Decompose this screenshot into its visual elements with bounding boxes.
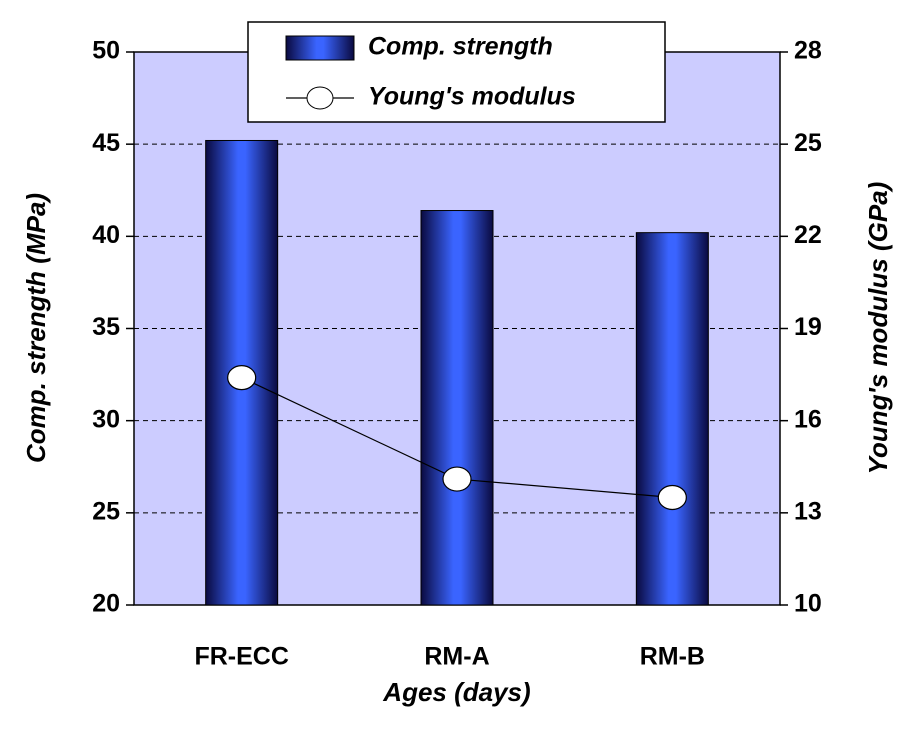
y-tick-label: 20 [92,590,120,618]
y-tick-label: 25 [92,497,120,525]
legend-swatch [306,86,334,110]
y-tick-label: 30 [92,405,120,433]
x-tick-label: FR-ECC [194,643,288,671]
y-tick-label: 45 [92,129,120,157]
y2-tick-label: 22 [794,221,822,249]
x-tick-label: RM-B [640,643,705,671]
y2-tick-label: 19 [794,313,822,341]
bar [420,210,494,606]
marker [657,484,687,511]
legend-swatch [285,35,355,61]
y2-tick-label: 16 [794,405,822,433]
y-tick-label: 50 [92,37,120,65]
y2-tick-label: 25 [794,129,822,157]
y-axis-label: Comp. strength (MPa) [21,193,51,463]
y2-tick-label: 13 [794,497,822,525]
legend-label: Young's modulus [368,83,576,111]
y-tick-label: 40 [92,221,120,249]
y2-tick-label: 10 [794,590,822,618]
marker [442,466,472,492]
y2-axis-label: Young's modulus (GPa) [863,182,893,475]
legend-label: Comp. strength [368,33,553,61]
y2-tick-label: 28 [794,37,822,65]
bar [635,232,709,606]
y-tick-label: 35 [92,313,120,341]
x-tick-label: RM-A [424,643,489,671]
marker [227,365,257,391]
x-axis-label: Ages (days) [382,677,530,707]
